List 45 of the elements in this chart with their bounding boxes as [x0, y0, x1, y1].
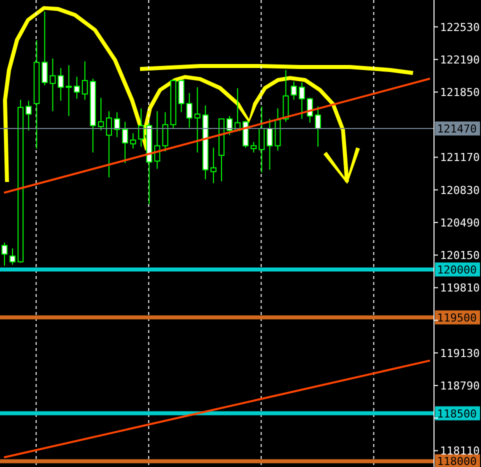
- y-tick-label: 120150: [440, 248, 480, 262]
- candlestick: [226, 116, 233, 136]
- ref-line-label: 120000: [437, 263, 477, 276]
- y-tick-label: 119810: [440, 282, 480, 295]
- ref-line-label: 119500: [437, 311, 477, 324]
- candlestick: [10, 248, 16, 266]
- candlestick: [290, 81, 297, 100]
- candlestick: [122, 121, 128, 164]
- candlestick: [114, 112, 120, 138]
- y-tick-label: 120490: [440, 216, 480, 230]
- candlestick: [50, 58, 56, 112]
- y-tick-label: 120830: [440, 184, 480, 197]
- y-tick-label: 122190: [440, 53, 480, 66]
- y-tick-label: 118790: [440, 379, 480, 392]
- candlestick: [282, 70, 289, 122]
- candlestick: [210, 147, 216, 184]
- y-tick-label: 122530: [440, 20, 480, 34]
- ref-line-label: 118000: [437, 455, 477, 467]
- candlestick: [82, 60, 88, 100]
- candlestick: [58, 68, 64, 102]
- candlestick: [138, 108, 144, 148]
- candlestick: [314, 106, 321, 148]
- candlestick: [74, 76, 80, 100]
- candlestick: [178, 79, 184, 113]
- ref-line-label: 121470: [437, 122, 477, 136]
- candlestick: [266, 118, 273, 170]
- candlestick: [66, 64, 72, 117]
- y-tick-label: 118110: [440, 444, 480, 458]
- candlestick: [258, 106, 265, 174]
- candlestick: [26, 100, 32, 131]
- y-tick-label: 121850: [440, 86, 480, 99]
- candlestick: [106, 110, 112, 178]
- candlestick: [130, 132, 136, 150]
- candlestick: [250, 141, 257, 153]
- candlestick: [242, 120, 249, 148]
- candlestick: [298, 82, 305, 120]
- candlestick: [2, 242, 8, 266]
- y-tick-label: 119130: [440, 346, 480, 360]
- candlestick: [186, 92, 192, 128]
- candlestick: [194, 86, 200, 153]
- candlestick: [98, 97, 104, 131]
- candlestick: [162, 112, 168, 152]
- ref-line-label: 118500: [437, 407, 477, 420]
- candlestick: [42, 11, 48, 86]
- y-tick-label: 121170: [440, 151, 480, 164]
